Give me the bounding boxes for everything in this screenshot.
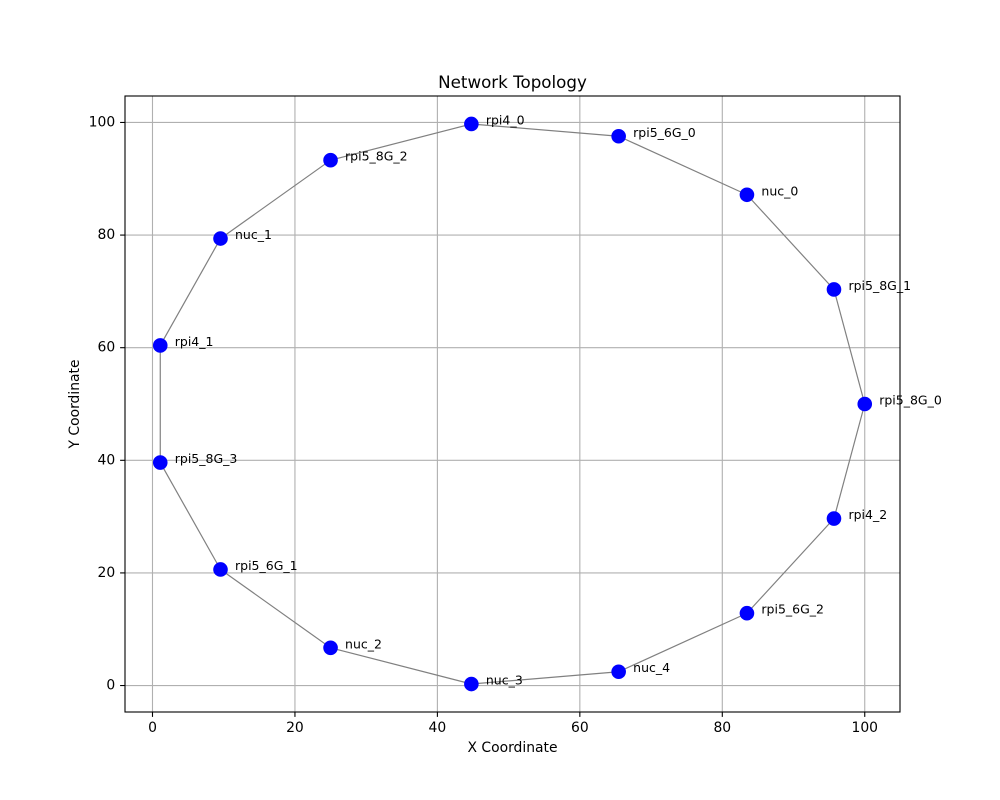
node-label: rpi5_8G_3 bbox=[175, 451, 238, 466]
node-label: nuc_4 bbox=[633, 660, 670, 675]
edges bbox=[159, 123, 866, 685]
node-label: rpi4_0 bbox=[486, 112, 525, 127]
node-label: rpi5_6G_2 bbox=[761, 602, 824, 617]
node-point bbox=[152, 338, 168, 353]
node-labels: rpi5_8G_0 rpi5_8G_1 nuc_0 rpi5_6G_0 rpi4_0rp… bbox=[175, 112, 942, 687]
edge-line bbox=[746, 518, 835, 614]
edge-line bbox=[159, 462, 222, 570]
node-label: rpi5_8G_2 bbox=[345, 149, 408, 164]
y-tick-label: 60 bbox=[98, 340, 116, 356]
edge-line bbox=[220, 568, 331, 649]
edge-line bbox=[746, 194, 835, 290]
node-point bbox=[857, 396, 873, 412]
x-tick-label: 20 bbox=[286, 720, 304, 736]
x-tick-label: 100 bbox=[851, 720, 878, 736]
x-tick-label: 60 bbox=[571, 720, 589, 736]
node-label: rpi4_1 bbox=[175, 334, 214, 349]
node-point bbox=[464, 116, 479, 132]
node-label: nuc_2 bbox=[345, 636, 382, 651]
x-tick-label: 40 bbox=[429, 720, 447, 736]
node-point bbox=[611, 664, 626, 680]
edge-line bbox=[833, 403, 866, 519]
edge-line bbox=[471, 671, 619, 685]
plot-area bbox=[125, 96, 900, 712]
nodes bbox=[152, 116, 873, 692]
edge-line bbox=[159, 238, 222, 346]
ticks: 0 20 40 60 80 100 0 20 40 60 80 100 bbox=[89, 114, 878, 735]
axes-frame bbox=[124, 95, 901, 713]
node-label: rpi5_6G_0 bbox=[633, 125, 696, 140]
edge-line bbox=[618, 612, 748, 673]
node-point bbox=[213, 562, 228, 577]
y-tick-label: 20 bbox=[98, 565, 116, 581]
node-point bbox=[739, 605, 755, 621]
edge-line bbox=[220, 159, 331, 240]
x-tick-label: 0 bbox=[148, 720, 157, 736]
node-point bbox=[323, 640, 338, 656]
node-label: rpi5_8G_1 bbox=[848, 278, 911, 293]
y-tick-label: 80 bbox=[98, 227, 116, 243]
y-tick-label: 100 bbox=[89, 114, 116, 130]
edge-line bbox=[618, 135, 748, 196]
edge-line bbox=[471, 123, 619, 137]
node-point bbox=[213, 231, 228, 246]
node-label: rpi5_6G_1 bbox=[235, 558, 298, 573]
node-point bbox=[826, 511, 842, 526]
edge-line bbox=[330, 123, 472, 161]
node-point bbox=[464, 676, 479, 692]
node-point bbox=[323, 152, 338, 168]
y-axis-label: Y Coordinate bbox=[67, 359, 83, 449]
node-point bbox=[611, 128, 626, 144]
edge-line bbox=[330, 647, 472, 685]
edge-line bbox=[833, 289, 866, 405]
chart-title: Network Topology bbox=[438, 72, 587, 92]
node-label: nuc_3 bbox=[486, 673, 523, 688]
node-label: rpi5_8G_0 bbox=[879, 393, 942, 408]
node-label: nuc_1 bbox=[235, 227, 272, 242]
x-axis-label: X Coordinate bbox=[467, 740, 557, 756]
y-tick-label: 0 bbox=[106, 678, 115, 694]
node-label: rpi4_2 bbox=[848, 507, 887, 522]
y-tick-label: 40 bbox=[98, 452, 116, 468]
node-point bbox=[826, 282, 842, 297]
node-point bbox=[739, 187, 755, 203]
node-point bbox=[152, 455, 168, 470]
x-tick-label: 80 bbox=[713, 720, 731, 736]
grid bbox=[125, 96, 900, 712]
node-label: nuc_0 bbox=[761, 183, 798, 198]
